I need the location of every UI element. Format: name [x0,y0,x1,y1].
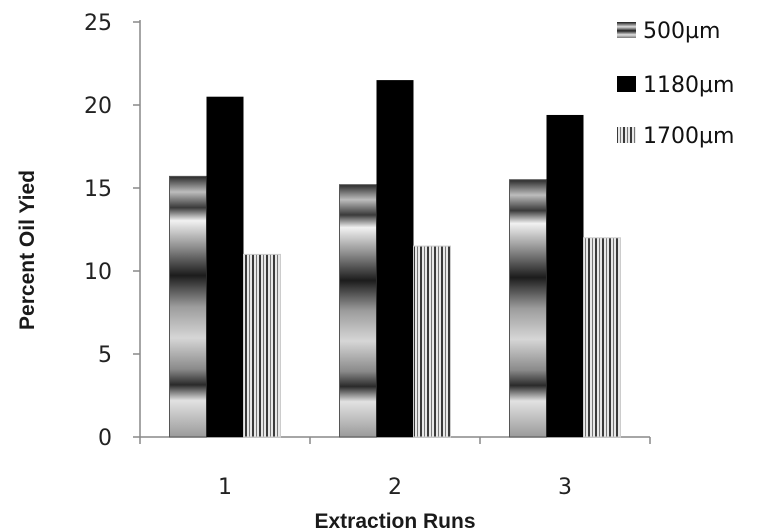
bar-run-1-series-2 [206,96,244,437]
y-tick-label: 0 [98,426,112,451]
bar-run-2-series-3 [413,245,451,438]
bar-run-1-series-1 [169,175,207,438]
legend-label-500um: 500µm [643,19,720,44]
y-axis-title: Percent Oil Yied [16,170,39,330]
x-tick-label: 2 [388,475,402,500]
bar-run-3-series-2 [546,114,584,438]
x-tick-label: 3 [558,475,572,500]
x-axis-title: Extraction Runs [314,510,475,532]
y-tick-label: 25 [84,11,112,36]
bar-run-3-series-1 [509,179,547,438]
y-tick-label: 10 [84,260,112,285]
y-tick-label: 5 [98,343,112,368]
y-tick-label: 15 [84,177,112,202]
y-tick-label: 20 [84,94,112,119]
bar-run-3-series-3 [583,237,621,438]
bar-run-1-series-3 [243,253,281,438]
bar-run-2-series-2 [376,80,414,437]
bar-run-2-series-1 [339,184,377,438]
x-ticks: 1 2 3 [139,437,651,500]
y-ticks: 0 5 10 15 20 25 [84,11,140,451]
legend-swatch-1700um [617,127,636,143]
legend-label-1180um: 1180µm [643,73,734,98]
x-tick-label: 1 [218,475,232,500]
legend-swatch-500um [617,22,636,38]
legend-label-1700um: 1700µm [643,124,734,149]
legend-swatch-1180um [617,76,636,92]
legend: 500µm 1180µm 1700µm [617,19,734,149]
bars [169,80,621,438]
